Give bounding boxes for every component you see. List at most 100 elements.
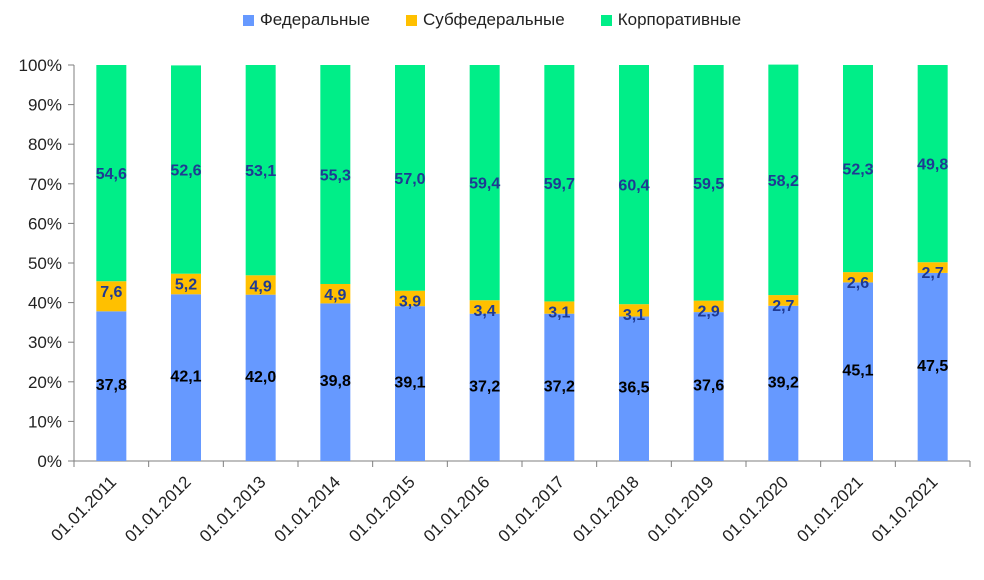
data-label-federal: 37,2 [544,378,575,395]
bar-corporate [171,65,201,274]
bar-subfederal [320,283,351,304]
data-label-corporate: 52,6 [170,163,201,180]
legend-label-federal: Федеральные [259,10,371,29]
data-label-corporate: 52,3 [842,162,873,179]
bar-subfederal [96,281,127,312]
x-tick-label: 01.01.2017 [495,472,569,546]
x-tick-label: 01.01.2016 [420,472,494,546]
legend-swatch-federal [242,14,254,26]
bar-subfederal [619,304,649,317]
bar-subfederal [171,273,201,295]
bar-federal [96,311,127,461]
bar-federal [693,312,724,461]
bar-corporate [469,65,500,301]
x-tick-label: 01.01.2011 [47,472,120,545]
data-label-federal: 42,1 [170,369,201,386]
data-label-subfederal: 2,7 [922,265,944,282]
bar-federal [469,313,500,461]
legend: Федеральные Субфедеральные Корпоративные [0,10,984,30]
y-tick-label: 20% [28,373,62,392]
bar-federal [843,282,873,461]
data-label-federal: 37,2 [469,378,500,395]
data-label-federal: 36,5 [618,380,649,397]
y-tick-label: 50% [28,254,62,273]
bar-subfederal [544,301,575,314]
bar-corporate [96,65,127,282]
bar-subfederal [469,300,500,314]
y-tick-label: 90% [28,96,62,115]
bar-subfederal [245,275,276,295]
bar-corporate [693,65,724,301]
y-tick-label: 70% [28,175,62,194]
data-label-federal: 47,5 [917,358,948,375]
y-tick-label: 30% [28,333,62,352]
bar-corporate [768,64,799,296]
bar-subfederal [843,272,873,283]
data-label-federal: 37,6 [693,378,724,395]
y-tick-label: 10% [28,412,62,431]
data-label-subfederal: 2,7 [772,298,794,315]
bar-corporate [544,65,575,302]
data-label-subfederal: 3,9 [399,294,421,311]
data-label-corporate: 53,1 [245,163,276,180]
x-tick-label: 01.10.2021 [868,472,942,546]
bar-subfederal [917,262,948,273]
x-tick-label: 01.01.2014 [271,472,345,546]
legend-item-subfederal: Субфедеральные [406,10,565,30]
y-tick-label: 0% [37,452,62,471]
bar-corporate [843,65,873,273]
bar-federal [320,303,351,461]
data-label-subfederal: 3,1 [623,307,645,324]
y-tick-label: 40% [28,294,62,313]
x-tick-label: 01.01.2019 [644,472,718,546]
data-label-corporate: 59,4 [469,176,500,193]
data-label-corporate: 60,4 [618,178,649,195]
bar-federal [395,306,425,461]
x-tick-label: 01.01.2015 [345,472,419,546]
data-label-federal: 39,8 [320,373,351,390]
data-label-corporate: 58,2 [768,173,799,190]
data-label-subfederal: 2,6 [847,275,869,292]
x-tick-label: 01.01.2021 [793,472,867,546]
bar-corporate [320,65,351,284]
bar-federal [768,305,799,461]
data-label-federal: 37,8 [96,377,127,394]
legend-label-corporate: Корпоративные [617,10,742,29]
legend-swatch-subfederal [406,14,418,26]
data-label-federal: 45,1 [842,363,873,380]
y-tick-label: 60% [28,214,62,233]
data-label-corporate: 55,3 [320,167,351,184]
data-label-federal: 39,2 [768,374,799,391]
bar-corporate [395,65,425,291]
bar-federal [245,294,276,461]
legend-item-corporate: Корпоративные [600,10,742,30]
bar-corporate [619,65,649,305]
data-label-corporate: 59,5 [693,176,724,193]
bar-federal [917,272,948,461]
bar-federal [544,313,575,461]
data-label-federal: 42,0 [245,369,276,386]
data-label-federal: 39,1 [394,375,425,392]
data-label-subfederal: 3,1 [548,304,570,321]
data-label-subfederal: 3,4 [474,303,496,320]
bar-federal [171,294,201,461]
x-tick-label: 01.01.2020 [719,472,793,546]
bar-subfederal [395,290,425,307]
data-label-subfederal: 4,9 [250,278,272,295]
bar-corporate [917,65,948,263]
legend-item-federal: Федеральные [242,10,371,30]
bar-subfederal [768,295,799,306]
bar-subfederal [693,300,724,313]
bar-federal [619,316,649,461]
y-tick-label: 100% [19,56,62,75]
bar-corporate [245,65,276,276]
x-tick-label: 01.01.2012 [121,472,195,546]
data-label-corporate: 57,0 [394,171,425,188]
x-tick-label: 01.01.2013 [196,472,270,546]
y-tick-label: 80% [28,135,62,154]
data-label-corporate: 54,6 [96,166,127,183]
data-label-corporate: 49,8 [917,157,948,174]
x-tick-label: 01.01.2018 [569,472,643,546]
